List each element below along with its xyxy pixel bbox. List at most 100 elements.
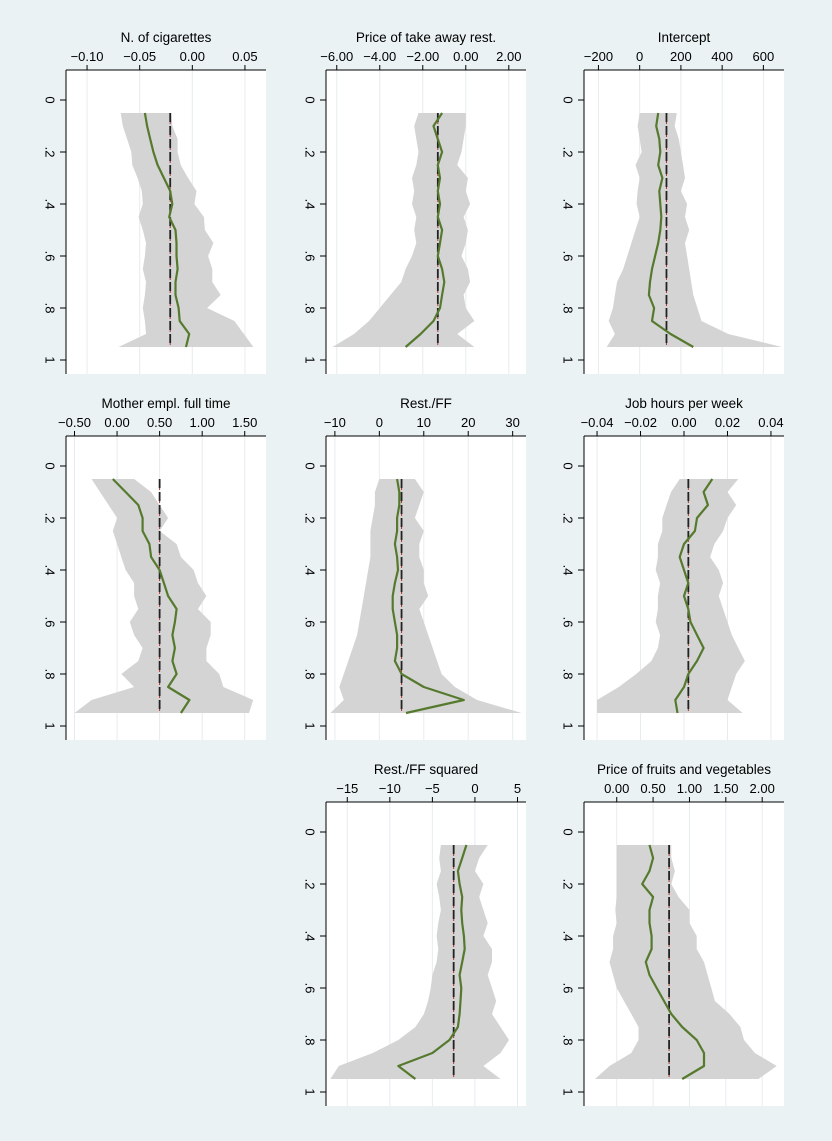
y-tick-label: .6 xyxy=(561,983,576,994)
y-tick-label: .8 xyxy=(303,669,318,680)
y-tick-label: .8 xyxy=(561,1035,576,1046)
x-tick-label: −2.00 xyxy=(406,49,439,64)
confidence-band xyxy=(74,479,254,713)
x-tick-label: −0.04 xyxy=(581,415,614,430)
x-tick-label: 0.00 xyxy=(604,781,629,796)
x-tick-label: 0.00 xyxy=(104,415,129,430)
chart-panel-6: −0.04 −0.02 0.00 0.02 0.04 0 .2 .4 .6 .8 1 Job hour… xyxy=(561,396,784,740)
x-tick-label: 0.00 xyxy=(671,415,696,430)
x-tick-label: 1.50 xyxy=(232,415,257,430)
x-tick-label: −0.50 xyxy=(58,415,91,430)
y-tick-label: .8 xyxy=(561,303,576,314)
chart-panel-7: −15 −10 −5 0 5 0 .2 .4 .6 .8 1 Rest./FF squared xyxy=(303,762,526,1106)
x-tick-label: 0.02 xyxy=(715,415,740,430)
chart-panel-5: −10 0 10 20 30 0 .2 .4 .6 .8 1 Rest./FF xyxy=(303,396,526,740)
y-tick-label: .6 xyxy=(303,617,318,628)
y-tick-label: .6 xyxy=(561,251,576,262)
chart-title: Price of take away rest. xyxy=(356,30,496,45)
x-tick-label: −5 xyxy=(425,781,440,796)
y-tick-label: .4 xyxy=(561,931,576,942)
y-tick-label: .8 xyxy=(561,669,576,680)
y-tick-label: 1 xyxy=(561,1088,576,1095)
x-tick-label: −15 xyxy=(336,781,358,796)
quantile-estimate-line xyxy=(143,112,191,348)
quantile-estimate-line xyxy=(641,844,706,1080)
chart-panel-3: −200 0 200 400 600 0 .2 .4 .6 .8 1 Intercept xyxy=(561,30,784,374)
confidence-band xyxy=(330,479,522,713)
x-tick-label: −0.05 xyxy=(123,49,156,64)
y-tick-label: .8 xyxy=(303,303,318,314)
y-tick-label: 1 xyxy=(303,356,318,363)
x-tick-label: 600 xyxy=(753,49,775,64)
y-tick-label: 1 xyxy=(561,356,576,363)
y-tick-label: .4 xyxy=(43,565,58,576)
y-tick-label: .2 xyxy=(43,513,58,524)
y-tick-label: 1 xyxy=(43,356,58,363)
chart-panel-2: −6.00 −4.00 −2.00 0.00 2.00 0 .2 .4 .6 .8 1 Price o… xyxy=(303,30,526,374)
chart-title: N. of cigarettes xyxy=(121,30,212,45)
quantile-estimate-line xyxy=(112,478,191,714)
y-tick-label: .6 xyxy=(561,617,576,628)
x-tick-label: 0.04 xyxy=(758,415,783,430)
y-tick-label: .6 xyxy=(43,617,58,628)
x-tick-label: −10 xyxy=(324,415,346,430)
x-tick-label: 0.05 xyxy=(232,49,257,64)
x-tick-label: 200 xyxy=(670,49,692,64)
y-tick-label: .6 xyxy=(303,983,318,994)
x-tick-label: 0.00 xyxy=(180,49,205,64)
x-tick-label: 30 xyxy=(505,415,519,430)
y-tick-label: 0 xyxy=(561,828,576,835)
x-tick-label: 10 xyxy=(417,415,431,430)
y-tick-label: .4 xyxy=(303,565,318,576)
y-tick-label: 0 xyxy=(561,96,576,103)
chart-title: Rest./FF xyxy=(400,396,452,411)
confidence-band xyxy=(597,479,745,713)
y-tick-label: .2 xyxy=(561,513,576,524)
x-tick-label: 0 xyxy=(376,415,383,430)
y-tick-label: 0 xyxy=(303,96,318,103)
y-tick-label: .2 xyxy=(43,147,58,158)
y-tick-label: 1 xyxy=(303,1088,318,1095)
quantile-estimate-line xyxy=(404,112,446,348)
y-tick-label: .4 xyxy=(561,565,576,576)
y-tick-label: .4 xyxy=(561,199,576,210)
x-tick-label: 0.50 xyxy=(640,781,665,796)
x-tick-label: 2.00 xyxy=(750,781,775,796)
chart-panel-8: 0.00 0.50 1.00 1.50 2.00 0 .2 .4 .6 .8 1 Price of f… xyxy=(561,762,784,1106)
quantile-estimate-line xyxy=(647,112,694,348)
confidence-band xyxy=(118,113,254,347)
y-tick-label: 0 xyxy=(303,828,318,835)
y-tick-label: 1 xyxy=(303,722,318,729)
chart-panel-4: −0.50 0.00 0.50 1.00 1.50 0 .2 .4 .6 .8 1 Mother em… xyxy=(43,396,266,740)
x-tick-label: 0.50 xyxy=(147,415,172,430)
quantile-estimate-line xyxy=(397,844,468,1080)
x-tick-label: 400 xyxy=(711,49,733,64)
y-tick-label: .4 xyxy=(303,199,318,210)
y-tick-label: .8 xyxy=(43,669,58,680)
chart-title: Intercept xyxy=(658,30,711,45)
x-tick-label: −0.10 xyxy=(71,49,104,64)
confidence-band xyxy=(330,845,509,1079)
y-tick-label: 1 xyxy=(43,722,58,729)
x-tick-label: −6.00 xyxy=(320,49,353,64)
y-tick-label: 0 xyxy=(303,462,318,469)
x-tick-label: 20 xyxy=(461,415,475,430)
y-tick-label: .4 xyxy=(43,199,58,210)
y-tick-label: .8 xyxy=(43,303,58,314)
y-tick-label: .2 xyxy=(561,147,576,158)
x-tick-label: 1.00 xyxy=(190,415,215,430)
quantile-estimate-line xyxy=(674,478,714,714)
x-tick-label: −200 xyxy=(584,49,613,64)
y-tick-label: 0 xyxy=(43,96,58,103)
x-tick-label: −10 xyxy=(379,781,401,796)
x-tick-label: −4.00 xyxy=(363,49,396,64)
y-tick-label: .4 xyxy=(303,931,318,942)
chart-title: Job hours per week xyxy=(625,396,743,411)
quantile-estimate-line xyxy=(391,478,465,715)
chart-panel-1: −0.10 −0.05 0.00 0.05 0 .2 .4 .6 .8 1 N. of cigare… xyxy=(43,30,266,374)
y-tick-label: .2 xyxy=(303,879,318,890)
chart-title: Price of fruits and vegetables xyxy=(597,762,771,777)
x-tick-label: 2.00 xyxy=(496,49,521,64)
